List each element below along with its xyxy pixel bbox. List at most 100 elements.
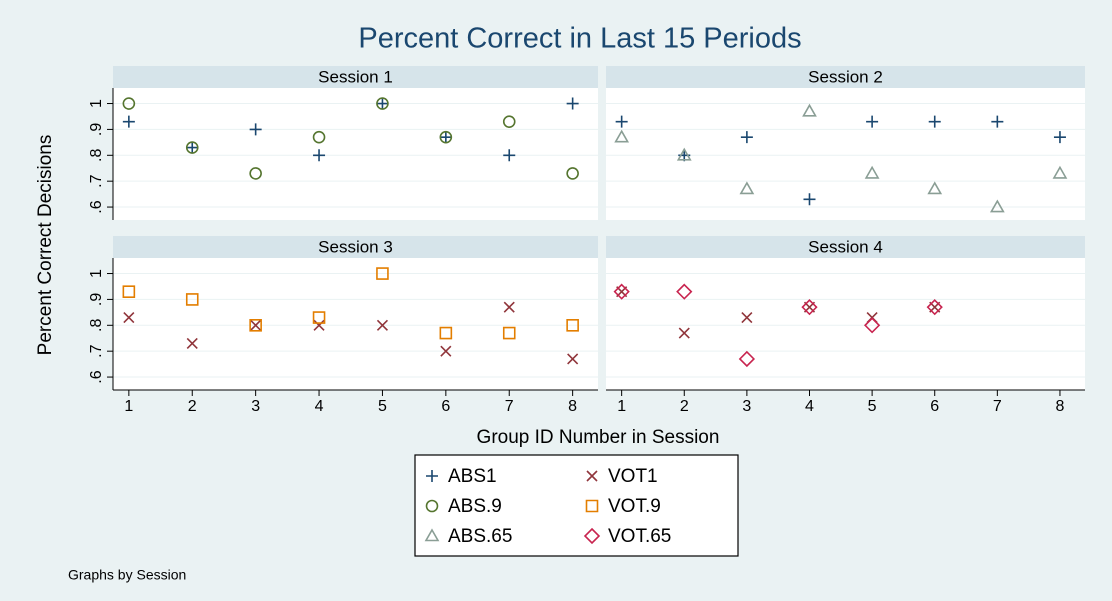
y-tick-label: .9 [88, 123, 105, 136]
data-point [122, 115, 135, 128]
panel-title: Session 4 [808, 237, 883, 256]
data-point [801, 299, 818, 316]
y-tick-label: .7 [88, 174, 105, 187]
panel-header [606, 66, 1085, 88]
panel-title: Session 1 [318, 67, 393, 86]
y-tick-label: .8 [88, 319, 105, 332]
legend-label: VOT1 [608, 466, 658, 487]
data-point [1053, 131, 1066, 144]
legend-label: VOT.65 [608, 526, 671, 547]
data-point [249, 167, 262, 180]
data-point [376, 97, 389, 110]
data-point [250, 319, 262, 331]
x-axis-label: Group ID Number in Session [477, 427, 720, 448]
data-point [738, 350, 756, 368]
legend-marker [424, 528, 440, 542]
panel-title: Session 2 [808, 67, 883, 86]
x-tick-label: 7 [993, 398, 1002, 415]
data-point [439, 326, 453, 340]
y-tick-label: 1 [88, 269, 105, 278]
data-point [676, 147, 692, 161]
data-point [313, 149, 326, 162]
data-point [186, 141, 199, 154]
panel-header [113, 236, 598, 258]
legend-box [414, 454, 739, 557]
x-tick-label: 3 [251, 398, 260, 415]
y-tick-label: .6 [88, 370, 105, 383]
y-tick-label: .6 [88, 200, 105, 213]
x-tick-label: 8 [568, 398, 577, 415]
x-tick-label: 5 [868, 398, 877, 415]
data-point [376, 267, 389, 280]
data-point [439, 131, 452, 144]
data-point [740, 131, 753, 144]
data-point [566, 167, 579, 180]
chart-title: Percent Correct in Last 15 Periods [358, 23, 801, 55]
legend-label: ABS1 [448, 466, 497, 487]
data-point [678, 327, 690, 339]
legend-marker [583, 527, 601, 545]
x-tick-label: 5 [378, 398, 387, 415]
x-tick-label: 6 [441, 398, 450, 415]
x-tick-label: 2 [680, 398, 689, 415]
data-point [312, 311, 326, 324]
panel-header [606, 236, 1085, 258]
data-point [313, 319, 325, 331]
data-point [741, 311, 753, 324]
data-point [567, 353, 579, 365]
data-point [312, 130, 326, 144]
data-point [249, 318, 262, 332]
data-point [613, 283, 630, 300]
y-tick-label: .9 [88, 293, 105, 306]
legend-label: ABS.65 [448, 526, 512, 547]
legend-label: VOT.9 [608, 496, 661, 517]
data-point [676, 283, 693, 300]
data-point [1052, 165, 1068, 179]
data-point [376, 319, 389, 331]
plot-area [113, 88, 598, 220]
data-point [863, 317, 881, 334]
plot-area [606, 258, 1085, 390]
y-tick-label: 1 [88, 99, 105, 108]
panel-header [113, 66, 598, 88]
data-point [249, 123, 262, 136]
data-point [122, 97, 136, 110]
data-point [122, 285, 136, 298]
data-point [502, 115, 516, 128]
data-point [802, 103, 817, 117]
plot-area [606, 88, 1085, 220]
legend-marker [586, 470, 598, 482]
data-point [739, 181, 755, 195]
data-point [503, 301, 515, 313]
data-point [185, 293, 199, 306]
data-point [123, 311, 135, 324]
y-axis-label: Percent Correct Decisions [35, 135, 56, 356]
data-point [439, 130, 453, 144]
note: Graphs by Session [68, 567, 186, 583]
data-point [566, 97, 579, 110]
x-tick-label: 4 [805, 398, 814, 415]
x-tick-label: 6 [930, 398, 939, 415]
data-point [926, 299, 943, 316]
x-tick-label: 2 [188, 398, 197, 415]
x-tick-label: 3 [742, 398, 751, 415]
x-tick-label: 4 [315, 398, 324, 415]
data-point [186, 337, 198, 349]
data-point [927, 181, 943, 195]
data-point [991, 115, 1004, 128]
y-tick-label: .8 [88, 149, 105, 162]
data-point [866, 115, 879, 128]
y-tick-label: .7 [88, 344, 105, 357]
data-point [566, 318, 579, 332]
panel-title: Session 3 [318, 237, 393, 256]
data-point [440, 345, 452, 357]
data-point [864, 165, 880, 179]
data-point [928, 115, 941, 128]
legend-marker [425, 499, 439, 513]
data-point [615, 115, 628, 128]
data-point [803, 193, 816, 206]
x-tick-label: 1 [124, 398, 133, 415]
x-tick-label: 1 [617, 398, 626, 415]
